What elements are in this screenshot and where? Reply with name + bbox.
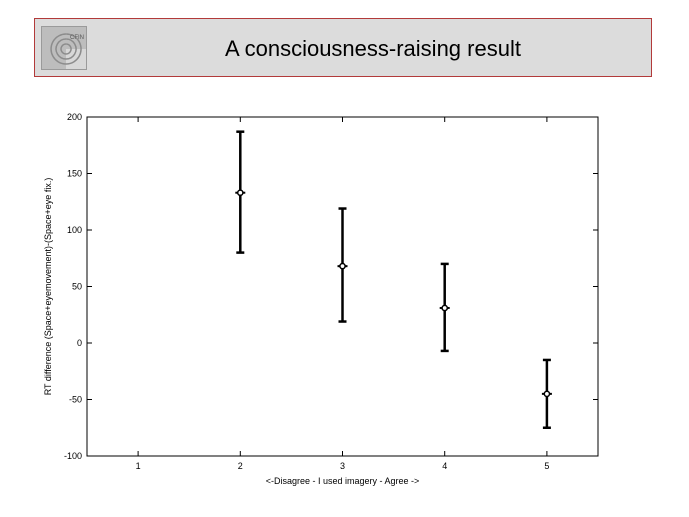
logo-text: CFIN [70,35,84,41]
y-tick-label: 0 [77,338,82,348]
chart: -100 -50 0 50 100 150 200 1 2 3 4 5 RT difference (… [43,112,599,486]
y-axis-label: RT difference (Space+eyemovement)-(Space… [43,178,53,396]
y-tick-label: -100 [64,451,82,461]
y-tick-label: 50 [72,282,82,292]
data-point [236,189,244,197]
x-tick-label: 3 [340,461,345,471]
x-tick-label: 2 [238,461,243,471]
x-tick-label: 4 [442,461,447,471]
cfin-logo: CFIN [41,26,87,70]
x-tick-label: 5 [544,461,549,471]
title-banner: CFIN A consciousness-raising result [34,18,652,77]
x-tick-label: 1 [136,461,141,471]
plot-area: -100 -50 0 50 100 150 200 1 2 3 4 5 [64,112,599,471]
y-tick-label: 100 [67,225,82,235]
slide-title: A consciousness-raising result [225,36,521,61]
y-tick-label: -50 [69,395,82,405]
data-point [339,262,346,270]
y-tick-label: 150 [67,169,82,179]
y-tick-label: 200 [67,112,82,122]
x-axis-label: <-Disagree - I used imagery - Agree -> [266,476,420,486]
data-point [543,390,551,398]
data-point [441,304,449,312]
